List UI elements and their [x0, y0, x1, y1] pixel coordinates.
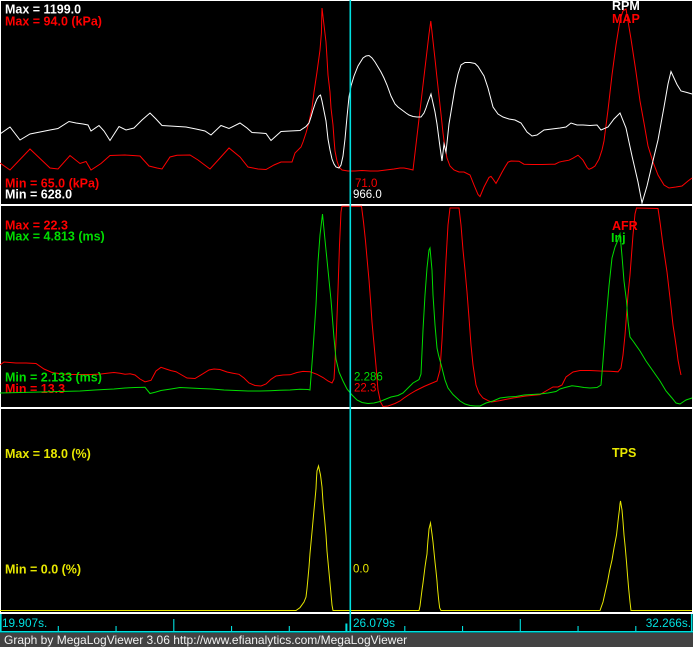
svg-text:Inj: Inj: [611, 231, 626, 245]
svg-text:22.3: 22.3: [354, 383, 376, 395]
svg-text:Max = 4.813 (ms): Max = 4.813 (ms): [5, 230, 105, 244]
svg-text:32.266s.: 32.266s.: [646, 616, 691, 630]
svg-text:Max = 94.0 (kPa): Max = 94.0 (kPa): [5, 15, 102, 29]
svg-text:Max = 22.3: Max = 22.3: [5, 219, 68, 233]
svg-text:Min = 65.0 (kPa): Min = 65.0 (kPa): [5, 177, 99, 191]
svg-text:0.0: 0.0: [353, 564, 369, 576]
svg-text:Max = 18.0 (%): Max = 18.0 (%): [5, 447, 91, 461]
svg-text:Max = 1199.0: Max = 1199.0: [5, 3, 81, 17]
svg-text:AFR: AFR: [612, 219, 638, 233]
svg-text:26.079s: 26.079s: [353, 616, 395, 630]
svg-text:Min = 628.0: Min = 628.0: [5, 188, 72, 202]
svg-text:Min = 2.133 (ms): Min = 2.133 (ms): [5, 371, 102, 385]
svg-text:RPM: RPM: [612, 0, 640, 13]
svg-text:Min = 0.0 (%): Min = 0.0 (%): [5, 563, 81, 577]
svg-text:MAP: MAP: [612, 12, 640, 26]
svg-text:Graph by MegaLogViewer 3.06 ht: Graph by MegaLogViewer 3.06 http://www.e…: [4, 633, 407, 647]
svg-text:TPS: TPS: [612, 446, 636, 460]
svg-text:19.907s.: 19.907s.: [2, 616, 47, 630]
svg-text:966.0: 966.0: [353, 189, 382, 201]
svg-text:71.0: 71.0: [355, 178, 377, 190]
svg-text:2.286: 2.286: [354, 372, 383, 384]
